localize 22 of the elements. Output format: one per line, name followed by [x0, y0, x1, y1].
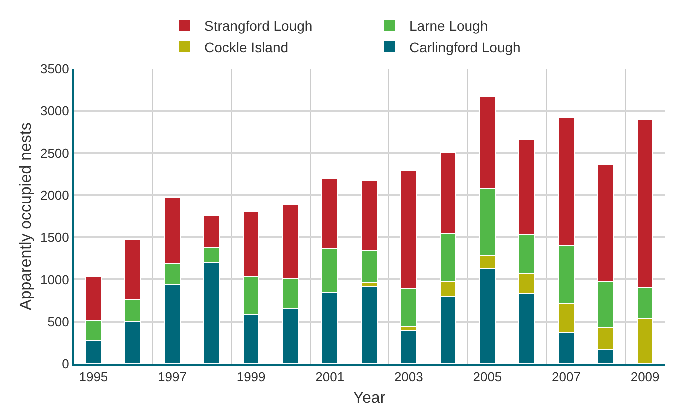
- x-tick-label: 2007: [552, 370, 581, 385]
- y-tick-label: 500: [48, 314, 70, 330]
- y-tick-label: 2500: [40, 146, 70, 161]
- legend-label: Carlingford Lough: [410, 39, 521, 56]
- y-tick-label: 1500: [40, 230, 70, 246]
- legend-label: Cockle Island: [204, 39, 289, 56]
- x-tick-label: 1995: [79, 370, 108, 385]
- y-tick-label: 3500: [40, 62, 70, 77]
- y-tick-label: 0: [62, 356, 70, 372]
- x-axis-title: Year: [353, 390, 386, 407]
- x-tick-label: 2005: [473, 370, 502, 385]
- legend-label: Strangford Lough: [204, 18, 313, 34]
- x-tick-label: 1997: [158, 370, 187, 385]
- x-tick-label: 2009: [630, 370, 660, 385]
- x-tick-label: 2003: [394, 370, 424, 385]
- y-axis-title: Apparently occupied nests: [18, 122, 35, 310]
- legend-label: Larne Lough: [410, 18, 488, 34]
- x-tick-label: 1999: [236, 370, 266, 385]
- y-tick-label: 1000: [40, 272, 70, 288]
- y-tick-label: 3000: [40, 104, 70, 119]
- y-tick-label: 2000: [40, 188, 70, 203]
- x-tick-label: 2001: [316, 370, 345, 385]
